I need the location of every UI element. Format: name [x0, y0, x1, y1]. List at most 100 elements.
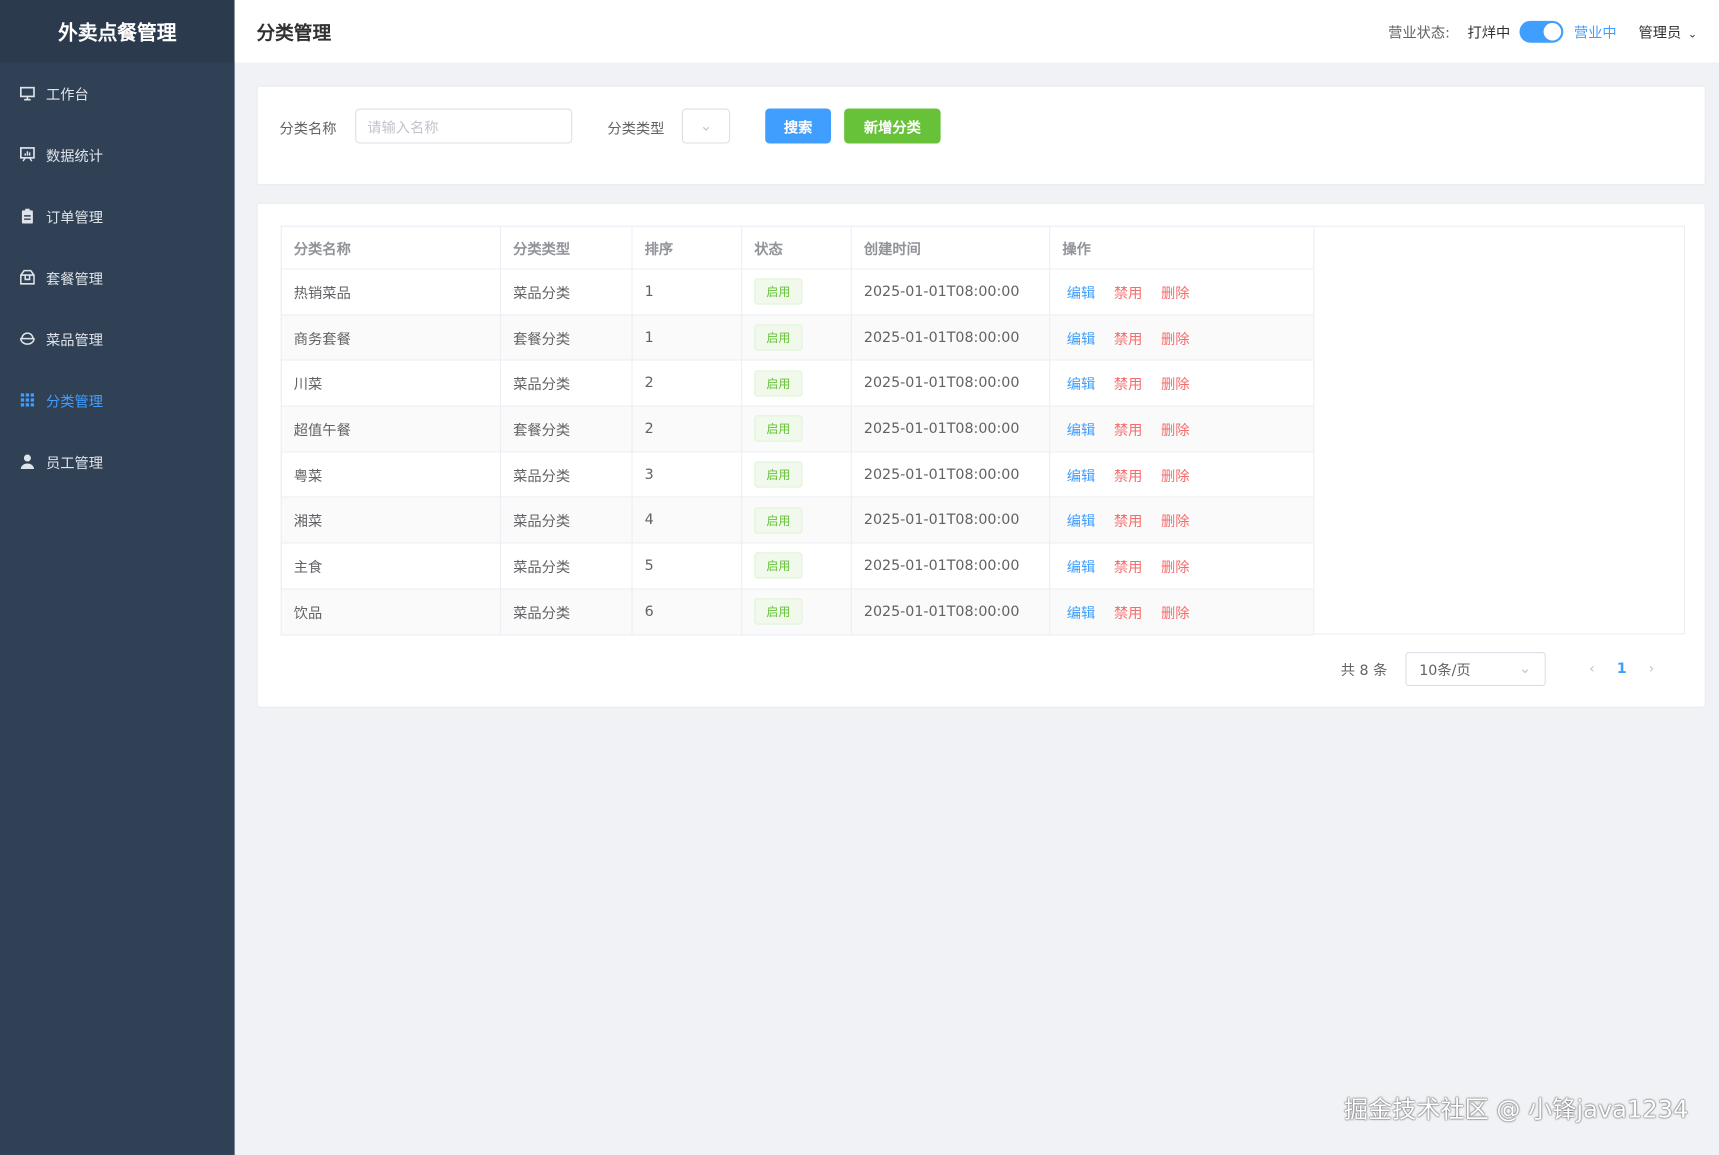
edit-link[interactable]: 编辑 — [1066, 377, 1096, 394]
cell-type: 套餐分类 — [499, 405, 633, 453]
delete-link[interactable]: 删除 — [1161, 559, 1190, 577]
category-table: 分类名称 分类类型 排序 状态 创建时间 操作 热销菜品 菜品分类 1 启用 2025-01-01… — [280, 225, 1315, 636]
cell-type: 菜品分类 — [499, 588, 633, 636]
cell-actions: 编辑 禁用 删除 — [1049, 451, 1315, 498]
cell-status: 启用 — [741, 314, 852, 361]
cell-sort: 1 — [631, 314, 743, 361]
cell-sort: 2 — [631, 359, 743, 407]
cell-actions: 编辑 禁用 删除 — [1049, 542, 1315, 590]
edit-link[interactable]: 编辑 — [1066, 468, 1096, 485]
cell-name: 热销菜品 — [280, 268, 502, 316]
page-size-select[interactable]: 10条/页 ⌄ — [1404, 652, 1546, 686]
sidebar-item-label: 订单管理 — [46, 209, 104, 227]
edit-link[interactable]: 编辑 — [1066, 605, 1096, 623]
cell-status: 启用 — [741, 542, 852, 590]
cell-actions: 编辑 禁用 删除 — [1049, 314, 1315, 361]
prev-page-icon[interactable]: ‹ — [1589, 660, 1595, 678]
edit-link[interactable]: 编辑 — [1066, 559, 1096, 577]
edit-link[interactable]: 编辑 — [1066, 422, 1096, 440]
cell-status: 启用 — [741, 451, 852, 498]
sidebar-item-3[interactable]: 套餐管理 — [0, 247, 235, 308]
disable-link[interactable]: 禁用 — [1113, 514, 1143, 531]
chevron-down-icon: ⌄ — [1687, 28, 1698, 41]
delete-link[interactable]: 删除 — [1161, 331, 1190, 348]
cell-time: 2025-01-01T08:00:00 — [850, 542, 1051, 590]
cell-name: 川菜 — [280, 359, 502, 407]
sidebar-item-0[interactable]: 工作台 — [0, 62, 235, 123]
cell-time: 2025-01-01T08:00:00 — [850, 268, 1051, 316]
edit-link[interactable]: 编辑 — [1066, 331, 1096, 348]
cell-actions: 编辑 禁用 删除 — [1049, 588, 1315, 636]
delete-link[interactable]: 删除 — [1161, 422, 1190, 440]
add-category-button[interactable]: 新增分类 — [844, 108, 941, 144]
package-icon — [20, 269, 35, 285]
watermark: 掘金技术社区 @ 小锋java1234 — [1343, 1096, 1689, 1125]
cell-type: 套餐分类 — [499, 314, 633, 361]
cell-sort: 1 — [631, 268, 743, 316]
status-badge: 启用 — [754, 370, 803, 397]
disable-link[interactable]: 禁用 — [1113, 422, 1143, 440]
filter-panel: 分类名称 请输入名称 分类类型 ⌄ 搜索 新增分类 — [256, 85, 1706, 186]
table-row: 超值午餐 套餐分类 2 启用 2025-01-01T08:00:00 编辑 禁用 删除 — [280, 405, 1315, 453]
status-off-label: 打烊中 — [1467, 25, 1511, 42]
status-badge: 启用 — [754, 552, 803, 580]
sidebar-item-6[interactable]: 员工管理 — [0, 431, 235, 492]
type-select[interactable]: ⌄ — [681, 108, 731, 144]
cell-status: 启用 — [741, 359, 852, 407]
next-page-icon[interactable]: › — [1648, 660, 1655, 678]
edit-link[interactable]: 编辑 — [1066, 514, 1096, 531]
business-status-toggle[interactable] — [1519, 20, 1563, 43]
name-input[interactable]: 请输入名称 — [355, 108, 573, 144]
cell-time: 2025-01-01T08:00:00 — [850, 496, 1051, 544]
cell-status: 启用 — [741, 588, 852, 636]
column-header: 分类类型 — [499, 225, 633, 270]
disable-link[interactable]: 禁用 — [1113, 331, 1143, 348]
sidebar-item-label: 菜品管理 — [46, 332, 104, 350]
status-badge: 启用 — [754, 598, 803, 625]
table-row: 粤菜 菜品分类 3 启用 2025-01-01T08:00:00 编辑 禁用 删除 — [280, 451, 1315, 498]
cell-actions: 编辑 禁用 删除 — [1049, 359, 1315, 407]
column-header: 分类名称 — [280, 225, 502, 270]
delete-link[interactable]: 删除 — [1161, 377, 1190, 394]
disable-link[interactable]: 禁用 — [1113, 468, 1143, 485]
cell-actions: 编辑 禁用 删除 — [1049, 496, 1315, 544]
disable-link[interactable]: 禁用 — [1113, 559, 1143, 577]
edit-link[interactable]: 编辑 — [1066, 285, 1096, 303]
sidebar-item-1[interactable]: 数据统计 — [0, 124, 235, 185]
sidebar-item-label: 分类管理 — [46, 393, 104, 411]
user-menu[interactable]: 管理员 ⌄ — [1639, 21, 1698, 41]
sidebar-item-4[interactable]: 菜品管理 — [0, 308, 235, 369]
grid-icon — [20, 393, 34, 407]
table-row: 热销菜品 菜品分类 1 启用 2025-01-01T08:00:00 编辑 禁用 删除 — [280, 268, 1315, 316]
page-size-value: 10条/页 — [1419, 662, 1471, 680]
delete-link[interactable]: 删除 — [1161, 468, 1190, 485]
search-button[interactable]: 搜索 — [765, 108, 831, 144]
delete-link[interactable]: 删除 — [1161, 514, 1190, 531]
sidebar-item-label: 套餐管理 — [46, 271, 104, 288]
cell-name: 超值午餐 — [280, 405, 502, 453]
sidebar-item-5[interactable]: 分类管理 — [0, 369, 235, 430]
cell-type: 菜品分类 — [499, 268, 633, 316]
page-number[interactable]: 1 — [1616, 660, 1627, 678]
disable-link[interactable]: 禁用 — [1113, 605, 1143, 623]
cell-time: 2025-01-01T08:00:00 — [850, 359, 1051, 407]
type-label: 分类类型 — [607, 121, 665, 139]
sidebar: 外卖点餐管理 工作台 数据统计 订单管理 套餐管理 菜品管理 分类管理 员工管理 — [0, 0, 235, 1155]
cell-time: 2025-01-01T08:00:00 — [850, 405, 1051, 453]
sidebar-item-label: 数据统计 — [46, 148, 104, 165]
column-header: 排序 — [631, 225, 743, 270]
cell-status: 启用 — [741, 268, 852, 316]
cell-time: 2025-01-01T08:00:00 — [850, 451, 1051, 498]
delete-link[interactable]: 删除 — [1161, 285, 1190, 303]
delete-link[interactable]: 删除 — [1161, 605, 1190, 623]
disable-link[interactable]: 禁用 — [1113, 377, 1143, 394]
disable-link[interactable]: 禁用 — [1113, 285, 1143, 303]
sidebar-item-label: 工作台 — [46, 87, 89, 104]
clipboard-icon — [21, 208, 33, 224]
cell-name: 湘菜 — [280, 496, 502, 544]
cell-type: 菜品分类 — [499, 359, 633, 407]
sidebar-item-2[interactable]: 订单管理 — [0, 185, 235, 246]
cell-name: 粤菜 — [280, 451, 502, 498]
cell-sort: 3 — [631, 451, 743, 498]
bowl-icon — [20, 332, 35, 345]
